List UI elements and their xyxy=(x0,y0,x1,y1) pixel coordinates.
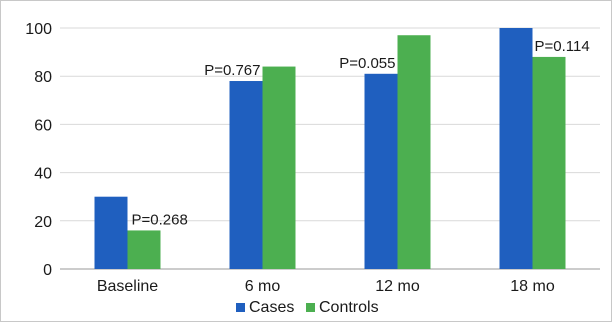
p-value-label: P=0.055 xyxy=(339,55,395,72)
bar-controls-0 xyxy=(127,230,161,269)
bar-controls-3 xyxy=(532,56,566,269)
y-tick-label: 80 xyxy=(34,69,52,86)
bar-cases-3 xyxy=(499,28,533,269)
y-axis-ticks: 0 20 40 60 80 100 xyxy=(25,21,52,279)
y-tick-label: 40 xyxy=(34,166,52,183)
bar-cases-2 xyxy=(364,73,398,269)
x-tick-label: 12 mo xyxy=(375,278,420,295)
legend-label-controls: Controls xyxy=(319,299,379,316)
x-axis-ticks: Baseline 6 mo 12 mo 18 mo xyxy=(97,278,555,295)
x-tick-label: 6 mo xyxy=(245,278,281,295)
p-value-label: P=0.767 xyxy=(204,62,260,79)
bar-controls-2 xyxy=(397,35,431,270)
p-value-annotations: P=0.268 P=0.767 P=0.055 P=0.114 xyxy=(132,38,590,229)
bars xyxy=(94,28,566,270)
y-tick-label: 100 xyxy=(25,21,52,38)
bar-cases-1 xyxy=(229,81,263,270)
legend-swatch-controls xyxy=(306,303,315,312)
bar-cases-0 xyxy=(94,196,128,269)
y-tick-label: 0 xyxy=(43,262,52,279)
p-value-label: P=0.268 xyxy=(132,211,188,228)
x-tick-label: 18 mo xyxy=(510,278,555,295)
legend-label-cases: Cases xyxy=(249,299,294,316)
x-tick-label: Baseline xyxy=(97,278,158,295)
y-tick-label: 20 xyxy=(34,214,52,231)
p-value-label: P=0.114 xyxy=(535,38,590,55)
legend-swatch-cases xyxy=(236,303,245,312)
y-tick-label: 60 xyxy=(34,117,52,134)
legend: Cases Controls xyxy=(236,299,379,316)
bar-controls-1 xyxy=(262,66,296,269)
